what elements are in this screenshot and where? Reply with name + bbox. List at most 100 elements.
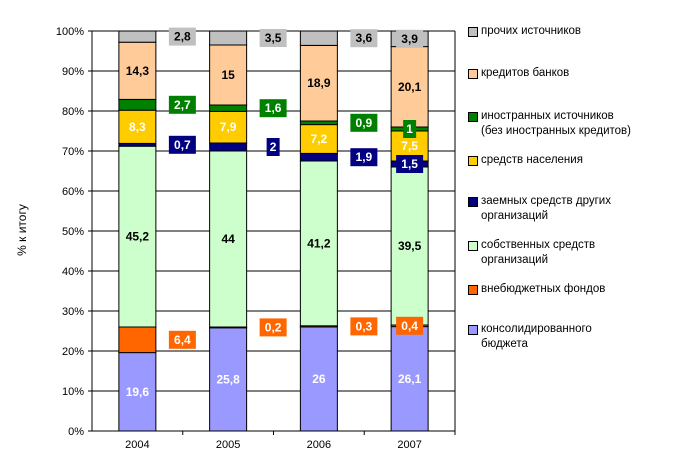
legend-label: внебюджетных фондов bbox=[481, 282, 605, 297]
y-tick-label: 90% bbox=[62, 66, 84, 78]
data-label: 26 bbox=[312, 372, 326, 386]
bar-segment bbox=[299, 160, 338, 327]
legend-swatch bbox=[468, 241, 478, 251]
bar-segment bbox=[118, 326, 157, 354]
bar-segment bbox=[209, 110, 248, 144]
y-tick-label: 50% bbox=[62, 226, 84, 238]
legend-item: заемных средств других организаций bbox=[468, 194, 611, 224]
bar-segment bbox=[299, 326, 338, 432]
data-label: 3,5 bbox=[265, 31, 282, 45]
legend-item: внебюджетных фондов bbox=[468, 282, 605, 297]
data-label: 0,7 bbox=[174, 138, 191, 152]
data-label: 2,7 bbox=[174, 98, 191, 112]
data-label: 1,9 bbox=[356, 150, 373, 164]
legend-label-line: средств населения bbox=[481, 154, 583, 166]
legend-item: собственных средств организаций bbox=[468, 238, 595, 268]
data-label-box bbox=[168, 27, 196, 46]
legend-label-line: бюджета bbox=[481, 338, 528, 350]
bar-segment bbox=[209, 104, 248, 112]
legend-label-line: организаций bbox=[481, 254, 549, 266]
data-label: 7,5 bbox=[401, 139, 418, 153]
bar-segment bbox=[209, 327, 248, 432]
legend-label: прочих источников bbox=[481, 24, 581, 39]
data-label: 2 bbox=[270, 140, 277, 154]
legend-item: консолидированного бюджета bbox=[468, 322, 592, 352]
bar-segment bbox=[118, 145, 157, 328]
legend-label: кредитов банков bbox=[481, 66, 569, 81]
data-label: 26,1 bbox=[398, 372, 422, 386]
data-label-box bbox=[350, 317, 378, 336]
y-tick-label: 60% bbox=[62, 186, 84, 198]
data-label-box bbox=[403, 120, 417, 138]
y-tick-label: 20% bbox=[62, 346, 84, 358]
legend-item: средств населения bbox=[468, 153, 583, 168]
legend-swatch bbox=[468, 27, 478, 37]
bar-segment bbox=[118, 41, 157, 100]
y-tick-label: 80% bbox=[62, 106, 84, 118]
legend-swatch bbox=[468, 325, 478, 335]
x-tick-label: 2005 bbox=[216, 439, 240, 451]
data-label: 14,3 bbox=[126, 64, 150, 78]
data-label-box bbox=[350, 113, 378, 132]
data-label: 20,1 bbox=[398, 80, 422, 94]
legend-swatch bbox=[468, 69, 478, 79]
x-tick-label: 2007 bbox=[397, 439, 421, 451]
y-tick-label: 0% bbox=[68, 426, 84, 438]
legend-swatch bbox=[468, 197, 478, 207]
legend-label-line: прочих источников bbox=[481, 25, 582, 37]
x-tick-label: 2004 bbox=[125, 439, 149, 451]
bar-segment bbox=[209, 150, 248, 328]
legend-label: иностранных источников (без иностранных к… bbox=[481, 109, 631, 139]
legend-label: собственных средств организаций bbox=[481, 238, 595, 268]
data-label: 19,6 bbox=[126, 385, 150, 399]
data-label: 0,9 bbox=[356, 116, 373, 130]
bar-segment bbox=[118, 109, 157, 144]
legend-swatch bbox=[468, 285, 478, 295]
data-label-box bbox=[396, 155, 424, 173]
data-label: 6,4 bbox=[174, 333, 191, 347]
bar-segment bbox=[299, 30, 338, 46]
data-label: 0,4 bbox=[401, 319, 418, 333]
legend-label-line: организаций bbox=[481, 210, 549, 222]
legend-label-line: собственных средств bbox=[481, 239, 596, 251]
legend-label-line: консолидированного bbox=[481, 323, 592, 335]
bar-segment bbox=[118, 98, 157, 111]
data-label-box bbox=[168, 330, 196, 349]
y-tick-label: 100% bbox=[56, 26, 84, 38]
data-label: 2,8 bbox=[174, 30, 191, 44]
legend-swatch bbox=[468, 156, 478, 166]
y-tick-label: 40% bbox=[62, 266, 84, 278]
y-axis-label: % к итогу bbox=[15, 204, 29, 256]
data-label-box bbox=[168, 135, 196, 154]
legend-label: средств населения bbox=[481, 153, 583, 168]
data-label: 7,9 bbox=[220, 120, 237, 134]
data-label: 18,9 bbox=[307, 76, 331, 90]
data-label: 1,6 bbox=[265, 101, 282, 115]
legend-label: заемных средств других организаций bbox=[481, 194, 611, 224]
data-label: 25,8 bbox=[216, 372, 240, 386]
data-label: 45,2 bbox=[126, 230, 150, 244]
data-label-box bbox=[259, 318, 287, 337]
data-label-box bbox=[350, 29, 378, 48]
data-label-box bbox=[350, 148, 378, 167]
legend-item: иностранных источников (без иностранных к… bbox=[468, 109, 631, 139]
legend-label: консолидированного бюджета bbox=[481, 322, 592, 352]
legend-item: прочих источников bbox=[468, 24, 581, 39]
data-label-box bbox=[259, 29, 287, 47]
data-label-box bbox=[259, 99, 287, 118]
data-label: 41,2 bbox=[307, 236, 331, 250]
data-label: 39,5 bbox=[398, 239, 422, 253]
data-label-box bbox=[168, 95, 196, 114]
data-label: 15 bbox=[221, 68, 235, 82]
data-label-box bbox=[396, 29, 424, 48]
bar-segment bbox=[209, 30, 248, 46]
x-tick-label: 2006 bbox=[307, 439, 331, 451]
data-label: 7,2 bbox=[311, 132, 328, 146]
data-label: 8,3 bbox=[129, 120, 146, 134]
bar-segment bbox=[299, 152, 338, 162]
bar-segment bbox=[118, 30, 157, 43]
data-label: 1 bbox=[406, 122, 413, 136]
data-label: 44 bbox=[221, 232, 235, 246]
y-tick-label: 10% bbox=[62, 386, 84, 398]
legend-label-line: иностранных источников bbox=[481, 110, 614, 122]
